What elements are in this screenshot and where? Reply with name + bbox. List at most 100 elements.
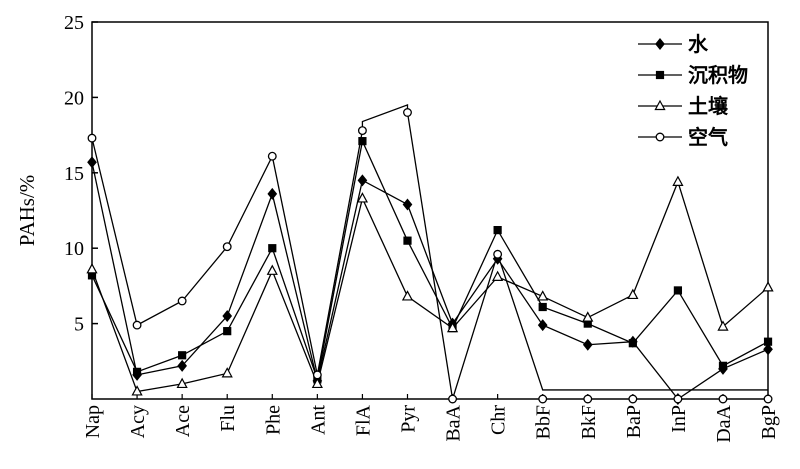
x-tick-label: Nap <box>82 405 104 438</box>
data-point <box>357 126 367 136</box>
data-point <box>222 242 232 252</box>
data-point <box>132 320 142 330</box>
data-point <box>356 192 369 203</box>
data-point <box>673 394 683 404</box>
data-point <box>717 320 729 331</box>
legend-marker <box>655 70 665 80</box>
data-point <box>628 394 638 404</box>
data-point <box>402 198 413 211</box>
x-tick-label: BkF <box>578 405 600 439</box>
data-point <box>582 338 593 351</box>
data-point <box>221 367 233 378</box>
data-point <box>492 270 504 281</box>
data-point <box>311 377 323 389</box>
plot-frame <box>91 21 769 400</box>
y-tick-label: 20 <box>64 87 84 109</box>
legend-item-1: 沉积物 <box>638 63 748 87</box>
data-point <box>132 367 142 376</box>
data-point <box>87 133 97 143</box>
data-point <box>718 394 728 404</box>
x-tick-label: Chr <box>488 405 510 435</box>
axes: 5 10 15 20 25 PAHs/% Nap Acy Ace Flu Phe Ant FlA Pyr B… <box>15 12 780 443</box>
x-tick-label: BgP <box>758 405 780 439</box>
data-point <box>267 187 278 200</box>
data-point <box>537 290 549 301</box>
data-point <box>266 264 278 275</box>
y-tick-label: 5 <box>74 314 84 336</box>
legend-label: 水 <box>688 32 709 56</box>
y-tick-label: 25 <box>64 12 84 34</box>
data-point <box>403 236 412 245</box>
legend-label: 土壤 <box>688 94 729 118</box>
x-tick-label: Pyr <box>397 405 419 433</box>
x-tick-label: Acy <box>127 405 149 438</box>
data-point <box>176 377 188 389</box>
legend-label: 沉积物 <box>688 63 748 87</box>
series-line-1 <box>91 138 769 382</box>
data-point <box>763 394 773 404</box>
x-tick-label: Ace <box>172 405 194 437</box>
legend-label: 空气 <box>688 125 728 149</box>
data-point <box>268 244 277 253</box>
data-point <box>628 339 637 348</box>
y-axis-label: PAHs/% <box>15 175 39 247</box>
data-point <box>763 343 773 356</box>
legend-marker <box>655 38 665 50</box>
series-0 <box>87 156 773 405</box>
data-point <box>403 108 412 117</box>
data-point <box>358 137 367 146</box>
y-tick-label: 15 <box>64 163 84 185</box>
series-layer <box>86 104 774 405</box>
data-point <box>582 311 594 322</box>
legend-item-2: 土壤 <box>638 94 729 118</box>
x-tick-label: Ant <box>307 405 329 435</box>
legend-item-3: 空气 <box>638 125 728 149</box>
data-point <box>583 394 593 404</box>
data-point <box>222 310 233 323</box>
data-point <box>538 302 547 312</box>
data-point <box>627 288 639 300</box>
data-point <box>267 151 277 161</box>
data-point <box>86 263 98 274</box>
series-3 <box>87 104 773 404</box>
data-point <box>223 327 232 336</box>
series-line-2 <box>91 179 769 393</box>
data-point <box>718 361 728 370</box>
data-point <box>448 394 458 404</box>
series-2 <box>86 175 774 396</box>
x-tick-label: Phe <box>262 405 284 435</box>
data-point <box>177 296 187 306</box>
x-tick-label: InP <box>668 405 690 433</box>
legend-marker <box>654 99 666 111</box>
data-point <box>538 394 548 404</box>
series-1 <box>87 137 773 384</box>
x-tick-label: FlA <box>352 404 374 436</box>
data-point <box>446 321 459 333</box>
x-tick-label: BaA <box>443 404 465 441</box>
data-point <box>131 385 143 396</box>
data-point <box>537 319 548 332</box>
data-point <box>672 175 684 186</box>
x-tick-label: Flu <box>217 405 239 432</box>
legend-item-0: 水 <box>638 32 709 56</box>
series-line-3 <box>91 104 769 400</box>
x-tick-label: BaP <box>623 405 645 438</box>
legend-marker <box>655 132 665 142</box>
data-point <box>312 370 322 380</box>
data-point <box>673 286 683 295</box>
data-point <box>87 156 97 169</box>
data-point <box>493 226 502 235</box>
data-point <box>763 337 773 346</box>
data-point <box>493 249 503 259</box>
y-tick-label: 10 <box>64 238 84 260</box>
x-tick-label: BbF <box>533 405 555 439</box>
data-point <box>762 281 774 292</box>
x-tick-label: DaA <box>713 404 735 442</box>
data-point <box>401 290 414 301</box>
series-line-0 <box>91 162 769 400</box>
data-point <box>177 359 187 372</box>
data-point <box>357 174 368 187</box>
data-point <box>178 351 187 360</box>
